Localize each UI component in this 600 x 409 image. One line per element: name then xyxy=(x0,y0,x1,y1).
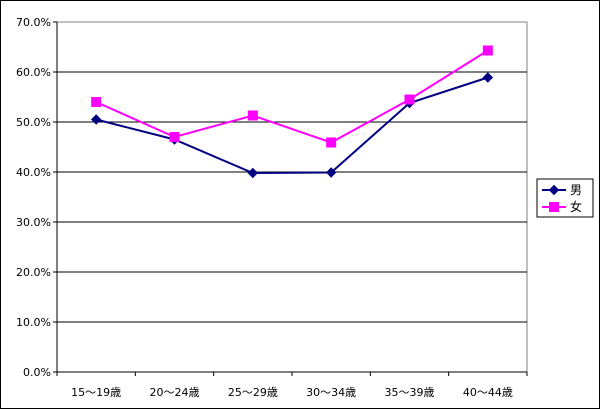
x-tick-label: 30～34歳 xyxy=(306,386,356,399)
x-tick-label: 35～39歳 xyxy=(385,386,435,399)
data-point xyxy=(404,94,415,105)
legend-item: 女 xyxy=(542,199,582,214)
y-tick-label: 40.0% xyxy=(16,166,51,179)
legend-marker xyxy=(548,184,560,196)
x-axis-ticks: 15～19歳 20～24歳 25～29歳 30～34歳 35～39歳 40～44歳 xyxy=(56,22,528,399)
series-line xyxy=(95,49,489,144)
plot-area xyxy=(56,21,528,373)
data-point xyxy=(91,97,102,107)
x-tick-label: 25～29歳 xyxy=(228,386,278,399)
legend-label: 女 xyxy=(570,199,582,214)
x-tick-label: 20～24歳 xyxy=(150,386,200,399)
y-tick-label: 60.0% xyxy=(16,66,51,79)
data-point xyxy=(247,167,259,179)
data-point xyxy=(325,167,337,178)
legend: 男女 xyxy=(536,178,594,218)
series-layer xyxy=(90,45,494,179)
legend-label: 男 xyxy=(570,183,582,197)
legend-box xyxy=(536,178,594,218)
y-tick-label: 30.0% xyxy=(16,216,51,229)
y-tick-label: 20.0% xyxy=(16,266,51,279)
legend-item: 男 xyxy=(542,183,582,197)
y-tick-label: 0.0% xyxy=(23,366,51,379)
data-point xyxy=(482,45,493,56)
gridlines xyxy=(57,71,527,323)
data-point xyxy=(169,132,180,142)
data-point xyxy=(482,72,494,83)
y-tick-label: 50.0% xyxy=(16,116,51,129)
data-point xyxy=(326,137,337,148)
x-tick-label: 40～44歳 xyxy=(463,386,513,399)
data-point xyxy=(247,110,258,121)
y-tick-label: 10.0% xyxy=(16,316,51,329)
x-tick-label: 15～19歳 xyxy=(71,386,121,399)
series-line xyxy=(95,76,489,175)
y-axis-ticks: 0.0% 10.0% 20.0% 30.0% 40.0% 50.0% 60.0% 70.0% xyxy=(16,16,57,379)
data-point xyxy=(90,114,102,125)
y-tick-label: 70.0% xyxy=(16,16,51,29)
series-1 xyxy=(91,45,493,148)
legend-marker xyxy=(549,202,559,212)
